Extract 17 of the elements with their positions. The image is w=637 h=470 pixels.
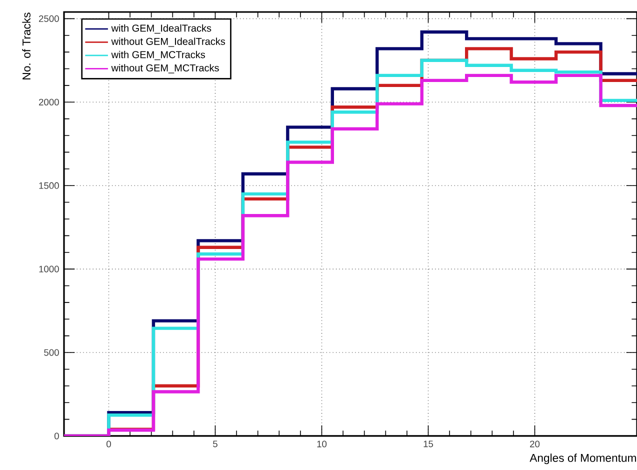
y-tick-label: 2500 — [38, 15, 59, 22]
x-tick-label: 0 — [106, 440, 111, 448]
x-tick-label: 15 — [424, 440, 434, 448]
y-tick-label: 500 — [44, 349, 59, 356]
y-tick-label: 2000 — [38, 98, 59, 106]
x-tick-label: 10 — [317, 440, 327, 448]
x-axis-title: Angles of Momentum — [530, 454, 636, 464]
legend-label: with GEM_MCTracks — [111, 50, 206, 60]
x-tick-label: 20 — [530, 440, 540, 448]
legend-label: without GEM_IdealTracks — [111, 38, 226, 47]
y-axis-title: No. of Tracks — [22, 12, 30, 80]
y-tick-label: 0 — [54, 432, 59, 440]
legend-label: without GEM_MCTracks — [111, 64, 219, 74]
y-tick-label: 1500 — [39, 182, 59, 189]
x-tick-label: 5 — [213, 440, 218, 448]
y-tick-label: 1000 — [39, 266, 59, 272]
legend-label: with GEM_IdealTracks — [111, 24, 212, 34]
